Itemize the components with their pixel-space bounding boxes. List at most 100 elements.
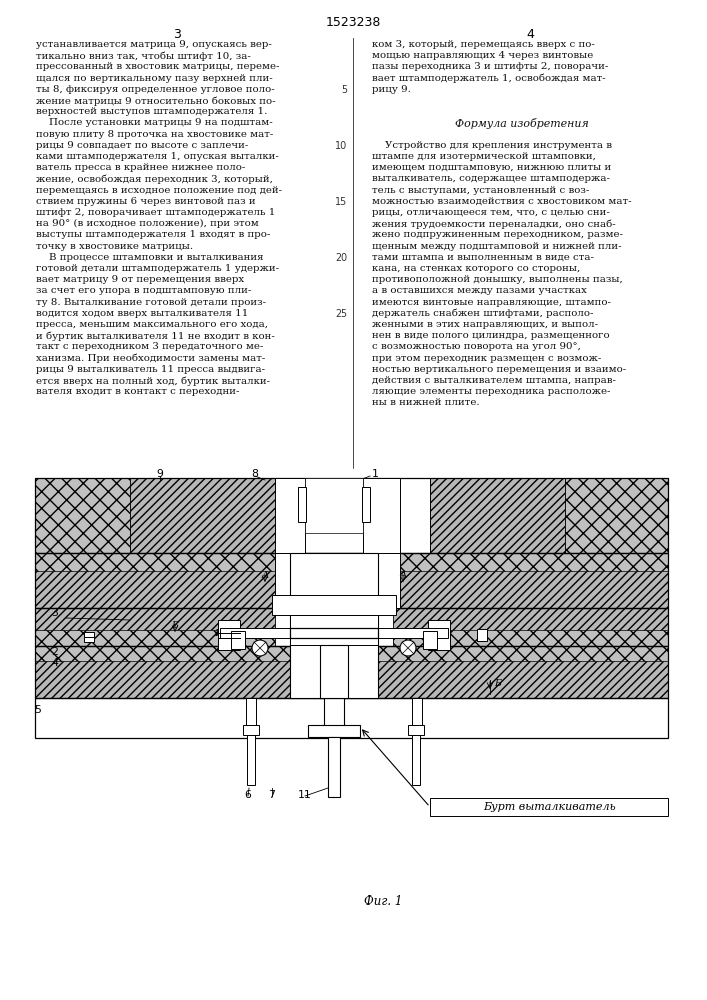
Text: имеющем подштамповую, нижнюю плиты и: имеющем подштамповую, нижнюю плиты и <box>372 163 612 172</box>
Bar <box>84 632 94 637</box>
Text: верхностей выступов штамподержателя 1.: верхностей выступов штамподержателя 1. <box>36 107 267 116</box>
Text: водится ходом вверх выталкивателя 11: водится ходом вверх выталкивателя 11 <box>36 309 248 318</box>
Bar <box>428 620 450 650</box>
Text: нен в виде полого цилиндра, размещенного: нен в виде полого цилиндра, размещенного <box>372 331 609 340</box>
Bar <box>35 553 668 608</box>
Text: щался по вертикальному пазу верхней пли-: щался по вертикальному пазу верхней пли- <box>36 74 273 83</box>
Bar <box>430 478 565 553</box>
Text: жение, освобождая переходник 3, который,: жение, освобождая переходник 3, который, <box>36 174 273 184</box>
Bar <box>305 478 363 533</box>
Bar <box>35 478 130 553</box>
Text: вает штамподержатель 1, освобождая мат-: вает штамподержатель 1, освобождая мат- <box>372 74 606 83</box>
Bar <box>35 608 275 646</box>
Text: штампе для изотермической штамповки,: штампе для изотермической штамповки, <box>372 152 596 161</box>
Text: можностью взаимодействия с хвостовиком мат-: можностью взаимодействия с хвостовиком м… <box>372 197 631 206</box>
Text: имеются винтовые направляющие, штампо-: имеются винтовые направляющие, штампо- <box>372 298 611 307</box>
Text: Формула изобретения: Формула изобретения <box>455 118 589 129</box>
Bar <box>408 725 424 735</box>
Text: штифт 2, поворачивает штамподержатель 1: штифт 2, поворачивает штамподержатель 1 <box>36 208 275 217</box>
Bar <box>324 698 344 733</box>
Text: 20: 20 <box>335 253 347 263</box>
Bar <box>363 478 400 553</box>
Text: жения трудоемкости переналадки, оно снаб-: жения трудоемкости переналадки, оно снаб… <box>372 219 616 229</box>
Text: 8: 8 <box>252 469 259 479</box>
Bar <box>412 698 422 733</box>
Text: пазы переходника 3 и штифты 2, поворачи-: пазы переходника 3 и штифты 2, поворачи- <box>372 62 609 71</box>
Bar <box>35 478 668 553</box>
Text: Бурт выталкиватель: Бурт выталкиватель <box>483 802 615 812</box>
Text: ком 3, который, перемещаясь вверх с по-: ком 3, который, перемещаясь вверх с по- <box>372 40 595 49</box>
Text: рицу 9.: рицу 9. <box>372 85 411 94</box>
Text: прессованный в хвостовик матрицы, переме-: прессованный в хвостовик матрицы, переме… <box>36 62 279 71</box>
Text: ты 8, фиксируя определенное угловое поло-: ты 8, фиксируя определенное угловое поло… <box>36 85 275 94</box>
Text: рицы, отличающееся тем, что, с целью сни-: рицы, отличающееся тем, что, с целью сни… <box>372 208 610 217</box>
Bar <box>35 630 275 646</box>
Text: ностью вертикального перемещения и взаимо-: ностью вертикального перемещения и взаим… <box>372 365 626 374</box>
Text: В: В <box>214 629 221 638</box>
Bar <box>35 553 275 571</box>
Text: А: А <box>399 570 407 580</box>
Text: В процессе штамповки и выталкивания: В процессе штамповки и выталкивания <box>36 253 264 262</box>
Text: 7: 7 <box>269 790 276 800</box>
Text: 1523238: 1523238 <box>326 16 381 29</box>
Bar <box>393 608 668 646</box>
Text: ватель пресса в крайнее нижнее поло-: ватель пресса в крайнее нижнее поло- <box>36 163 245 172</box>
Text: мощью направляющих 4 через винтовые: мощью направляющих 4 через винтовые <box>372 51 593 60</box>
Text: вает матрицу 9 от перемещения вверх: вает матрицу 9 от перемещения вверх <box>36 275 244 284</box>
Text: 5: 5 <box>35 705 42 715</box>
Text: щенным между подштамповой и нижней пли-: щенным между подштамповой и нижней пли- <box>372 242 621 251</box>
Bar <box>430 798 668 816</box>
Bar <box>35 646 668 661</box>
Bar <box>218 620 240 650</box>
Text: ны в нижней плите.: ны в нижней плите. <box>372 398 479 407</box>
Text: Б: Б <box>494 680 501 688</box>
Bar <box>477 629 487 641</box>
Bar <box>363 553 400 608</box>
Text: перемещаясь в исходное положение под дей-: перемещаясь в исходное положение под дей… <box>36 186 282 195</box>
Circle shape <box>252 640 268 656</box>
Bar <box>290 628 378 638</box>
Bar <box>35 646 668 698</box>
Text: 3: 3 <box>173 28 181 41</box>
Bar <box>243 725 259 735</box>
Bar <box>35 553 668 608</box>
Bar <box>275 553 305 608</box>
Text: тикально вниз так, чтобы штифт 10, за-: тикально вниз так, чтобы штифт 10, за- <box>36 51 251 61</box>
Text: с возможностью поворота на угол 90°,: с возможностью поворота на угол 90°, <box>372 342 581 351</box>
Bar <box>393 630 668 646</box>
Bar <box>275 478 430 553</box>
Bar <box>130 478 275 553</box>
Text: Устройство для крепления инструмента в: Устройство для крепления инструмента в <box>372 141 612 150</box>
Text: 4: 4 <box>52 658 59 668</box>
Text: кана, на стенках которого со стороны,: кана, на стенках которого со стороны, <box>372 264 580 273</box>
Text: точку в хвостовике матрицы.: точку в хвостовике матрицы. <box>36 242 193 251</box>
Text: на 90° (в исходное положение), при этом: на 90° (в исходное положение), при этом <box>36 219 259 228</box>
Text: ется вверх на полный ход, буртик выталки-: ется вверх на полный ход, буртик выталки… <box>36 376 270 385</box>
Text: 25: 25 <box>335 309 347 319</box>
Text: за счет его упора в подштамповую пли-: за счет его упора в подштамповую пли- <box>36 286 252 295</box>
Bar <box>298 487 306 522</box>
Text: 1: 1 <box>372 469 378 479</box>
Text: женными в этих направляющих, и выпол-: женными в этих направляющих, и выпол- <box>372 320 598 329</box>
Bar <box>308 725 360 737</box>
Bar <box>231 631 245 649</box>
Text: выступы штамподержателя 1 входят в про-: выступы штамподержателя 1 входят в про- <box>36 230 270 239</box>
Bar <box>423 631 437 649</box>
Bar <box>412 735 420 785</box>
Text: держатель снабжен штифтами, располо-: держатель снабжен штифтами, располо- <box>372 309 593 318</box>
Text: 5: 5 <box>341 85 347 95</box>
Text: 6: 6 <box>245 790 252 800</box>
Bar <box>35 698 668 738</box>
Text: устанавливается матрица 9, опускаясь вер-: устанавливается матрица 9, опускаясь вер… <box>36 40 272 49</box>
Text: ками штамподержателя 1, опуская выталки-: ками штамподержателя 1, опуская выталки- <box>36 152 279 161</box>
Text: 9: 9 <box>156 469 163 479</box>
Text: готовой детали штамподержатель 1 удержи-: готовой детали штамподержатель 1 удержи- <box>36 264 279 273</box>
Text: Б: Б <box>172 620 178 630</box>
Circle shape <box>400 640 416 656</box>
Text: ствием пружины 6 через винтовой паз и: ствием пружины 6 через винтовой паз и <box>36 197 256 206</box>
Bar <box>246 698 256 733</box>
Text: 10: 10 <box>334 141 347 151</box>
Text: вателя входит в контакт с переходни-: вателя входит в контакт с переходни- <box>36 387 240 396</box>
Text: 3: 3 <box>52 608 59 618</box>
Bar <box>247 735 255 785</box>
